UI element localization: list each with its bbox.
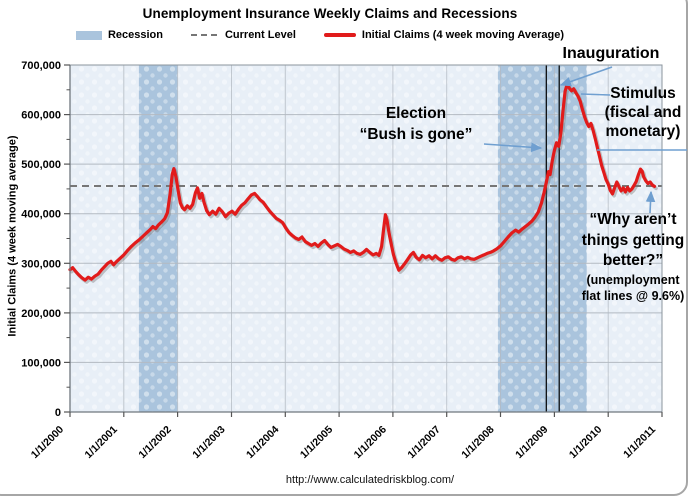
y-tick-label: 700,000 — [21, 60, 61, 72]
x-tick-label: 1/1/2005 — [298, 424, 335, 461]
y-tick-label: 300,000 — [21, 258, 61, 270]
source-url: http://www.calculatedriskblog.com/ — [285, 474, 455, 486]
x-tick-label: 1/1/2003 — [190, 424, 227, 461]
legend-label-current-level: Current Level — [224, 29, 296, 41]
legend-item-initial-claims: Initial Claims (4 week moving Average) — [323, 29, 565, 41]
x-tick-label: 1/1/2011 — [621, 424, 658, 461]
y-tick-label: 0 — [55, 407, 61, 419]
x-tick-label: 1/1/2006 — [352, 424, 389, 461]
current-level-swatch-icon — [190, 34, 219, 36]
initial-claims-line — [68, 82, 657, 282]
chart-title: Unemployment Insurance Weekly Claims and… — [142, 6, 518, 21]
why-annotation: “Why aren’t things getting better?” (une… — [581, 211, 685, 303]
legend-label-recession: Recession — [107, 29, 163, 41]
x-tick-label: 1/1/2009 — [513, 424, 550, 461]
stimulus-annotation: Stimulus (fiscal and monetary) — [604, 85, 682, 140]
y-tick-label: 600,000 — [21, 110, 61, 122]
recession-swatch-icon — [75, 30, 102, 40]
y-tick-label: 500,000 — [21, 159, 61, 171]
legend: Recession Current Level Initial Claims (… — [0, 29, 640, 41]
x-tick-label: 1/1/2008 — [459, 424, 496, 461]
y-tick-label: 100,000 — [21, 357, 61, 369]
legend-label-initial-claims: Initial Claims (4 week moving Average) — [361, 29, 565, 41]
legend-item-current-level: Current Level — [190, 29, 296, 41]
x-tick-label: 1/1/2004 — [244, 424, 281, 461]
x-tick-label: 1/1/2010 — [567, 424, 604, 461]
election-annotation: Election “Bush is gone” — [359, 105, 473, 143]
initial-claims-swatch-icon — [323, 33, 356, 37]
x-tick-label: 1/1/2002 — [136, 424, 173, 461]
y-tick-label: 200,000 — [21, 308, 61, 320]
x-tick-label: 1/1/2007 — [405, 424, 442, 461]
legend-item-recession: Recession — [75, 29, 163, 41]
x-tick-label: 1/1/2001 — [83, 424, 120, 461]
x-tick-label: 1/1/2000 — [29, 424, 66, 461]
y-axis-title: Initial Claims (4 week moving average) — [6, 135, 19, 337]
y-tick-label: 400,000 — [21, 209, 61, 221]
inauguration-annotation: Inauguration — [562, 45, 660, 62]
